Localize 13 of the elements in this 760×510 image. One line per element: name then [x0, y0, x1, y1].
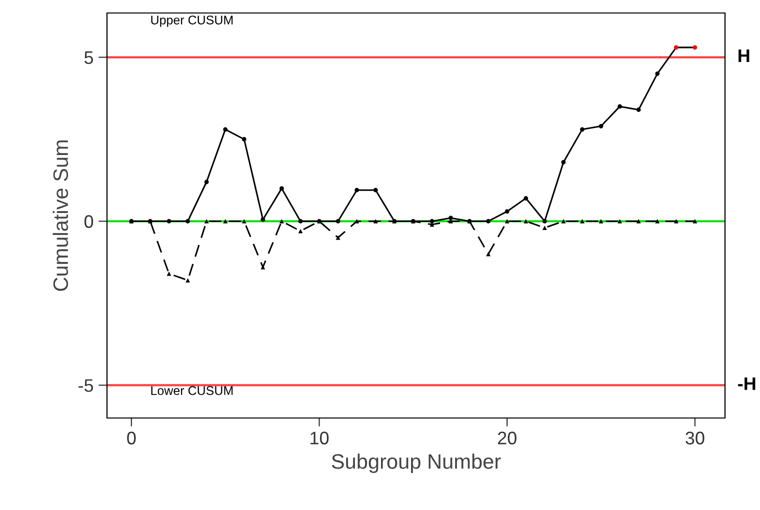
- y-tick-label: 5: [84, 51, 94, 64]
- x-tick-label: 0: [127, 432, 136, 444]
- x-tick-label: 30: [686, 432, 704, 444]
- y-tick-label: 0: [84, 215, 94, 228]
- x-tick-label: 10: [310, 432, 329, 444]
- y-axis-title: Cumulative Sum: [52, 140, 68, 291]
- x-axis-title: Subgroup Number: [332, 454, 501, 473]
- annotation: Upper CUSUM: [151, 16, 233, 27]
- y-tick-label: -5: [78, 379, 94, 392]
- ref-line-label: H: [738, 50, 750, 62]
- ref-line-label: -H: [738, 377, 756, 390]
- annotation: Lower CUSUM: [151, 386, 233, 396]
- x-tick-label: 20: [498, 432, 516, 444]
